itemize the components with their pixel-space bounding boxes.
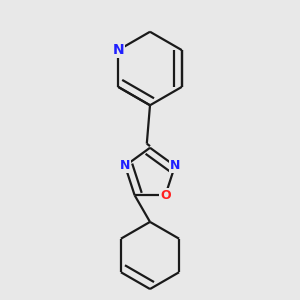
Text: N: N [120,159,130,172]
Text: N: N [170,159,180,172]
Text: O: O [160,189,171,202]
Text: N: N [112,43,124,57]
